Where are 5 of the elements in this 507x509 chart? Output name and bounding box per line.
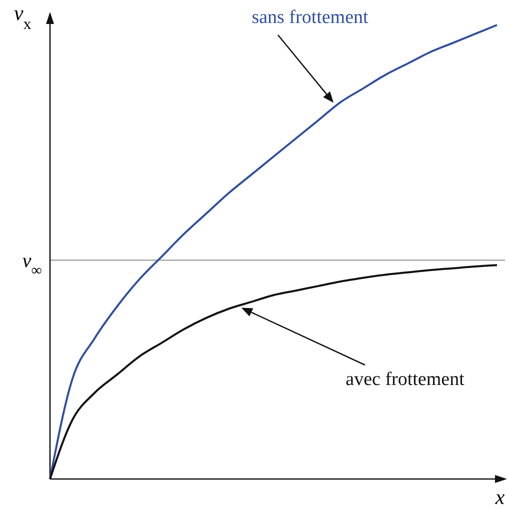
y-axis-title: v$_{x}$ — [14, 1, 32, 32]
text: sans frottement — [252, 7, 370, 28]
ref-line-label: v$_{∞}$ — [22, 250, 42, 280]
text: avec frottement — [346, 369, 466, 390]
x-axis-title: x — [494, 485, 506, 509]
